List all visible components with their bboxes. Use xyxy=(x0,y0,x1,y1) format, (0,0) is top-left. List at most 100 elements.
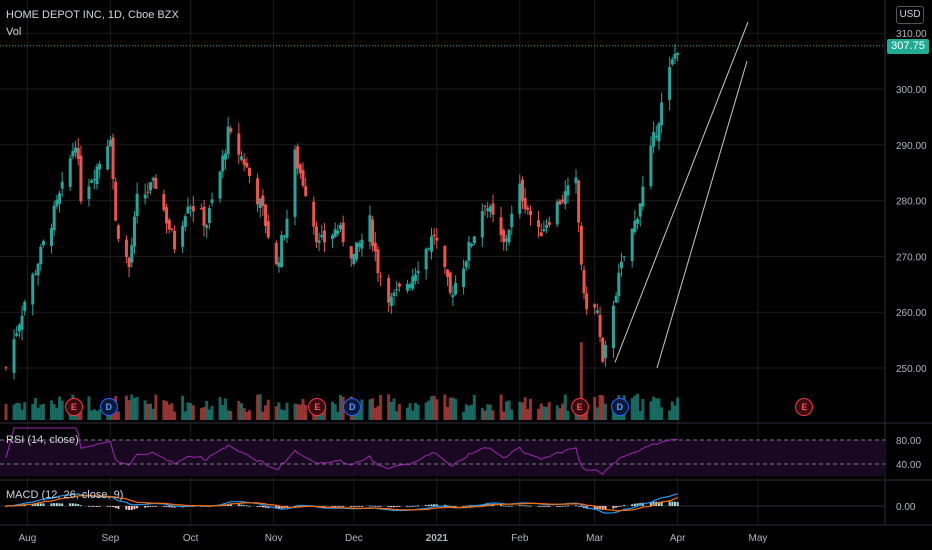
volume-bar xyxy=(518,401,522,420)
volume-bar xyxy=(41,403,45,420)
candle-body xyxy=(670,59,674,65)
earnings-marker[interactable]: E xyxy=(570,398,589,416)
macd-histogram-bar xyxy=(114,506,117,508)
candle-body xyxy=(454,282,458,295)
macd-label[interactable]: MACD (12, 26, close, 9) xyxy=(6,489,124,501)
candle-body xyxy=(256,178,260,205)
candle-body xyxy=(149,182,153,191)
volume-bar xyxy=(462,411,466,420)
macd-histogram-bar xyxy=(245,505,248,507)
earnings-marker[interactable]: E xyxy=(64,398,83,416)
candle-body xyxy=(237,133,241,155)
macd-histogram-bar xyxy=(98,506,101,507)
candle-body xyxy=(165,207,169,224)
dividend-marker[interactable]: D xyxy=(610,398,629,416)
dividend-marker[interactable]: D xyxy=(99,398,118,416)
volume-bar xyxy=(392,398,396,420)
volume-bar xyxy=(20,409,24,420)
macd-histogram-bar xyxy=(414,505,417,507)
volume-bar xyxy=(523,397,527,420)
macd-histogram-bar xyxy=(510,505,513,507)
volume-bar xyxy=(202,407,206,420)
volume-label: Vol xyxy=(6,26,22,38)
volume-bar xyxy=(483,410,487,420)
macd-histogram-bar xyxy=(430,504,433,506)
candle-body xyxy=(395,289,399,291)
candle-body xyxy=(277,262,281,267)
candle-body xyxy=(472,236,476,243)
candle-body xyxy=(480,210,484,238)
symbol-title[interactable]: HOME DEPOT INC, 1D, Cboe BZX xyxy=(6,9,179,21)
volume-bar xyxy=(189,403,193,420)
currency-button[interactable]: USD xyxy=(896,6,924,24)
candle-body xyxy=(221,155,225,172)
macd-histogram-bar xyxy=(417,505,420,507)
macd-histogram-bar xyxy=(39,503,42,506)
macd-histogram-bar xyxy=(529,505,532,507)
macd-histogram-bar xyxy=(240,504,243,506)
candle-body xyxy=(486,208,490,211)
channel-line-upper xyxy=(614,21,749,363)
macd-histogram-bar xyxy=(374,505,377,507)
candle-body xyxy=(293,149,297,217)
candle-body xyxy=(446,269,450,278)
earnings-marker[interactable]: E xyxy=(795,398,814,416)
volume-bar xyxy=(545,406,549,420)
volume-bar xyxy=(12,404,16,420)
volume-bar xyxy=(446,406,450,420)
macd-histogram-bar xyxy=(668,501,671,506)
macd-histogram-bar xyxy=(170,506,173,508)
macd-histogram-bar xyxy=(601,506,604,510)
candle-body xyxy=(502,230,506,243)
candle-body xyxy=(636,218,640,224)
candle-body xyxy=(603,345,607,359)
rsi-tick-label: 80.00 xyxy=(896,436,921,447)
macd-histogram-bar xyxy=(128,506,131,511)
volume-bar xyxy=(416,404,420,420)
volume-bar xyxy=(467,405,471,420)
candle-body xyxy=(339,225,342,230)
volume-bar xyxy=(181,395,185,420)
volume-bar xyxy=(633,395,637,420)
candle-body xyxy=(561,199,565,202)
candle-body xyxy=(558,200,562,205)
volume-bar xyxy=(491,410,495,420)
volume-bar xyxy=(116,411,120,420)
candle-body xyxy=(127,257,131,268)
volume-bar xyxy=(191,405,195,420)
candle-body xyxy=(649,145,653,187)
dividend-marker[interactable]: D xyxy=(343,398,362,416)
candle-body xyxy=(633,220,637,233)
volume-bar xyxy=(601,395,605,420)
macd-histogram-bar xyxy=(5,506,7,507)
volume-bar xyxy=(90,410,94,420)
candle-body xyxy=(491,203,495,215)
volume-bar xyxy=(261,411,265,420)
macd-histogram-bar xyxy=(612,506,615,509)
candle-body xyxy=(39,246,43,264)
candle-body xyxy=(20,316,24,330)
macd-histogram-bar xyxy=(339,506,342,507)
candle-body xyxy=(170,228,174,230)
volume-bar xyxy=(641,399,645,420)
candle-body xyxy=(264,204,268,227)
rsi-label[interactable]: RSI (14, close) xyxy=(6,434,79,446)
earnings-marker[interactable]: E xyxy=(308,398,327,416)
candle-body xyxy=(376,249,380,273)
volume-bar xyxy=(322,404,326,420)
candle-body xyxy=(130,245,134,263)
macd-histogram-bar xyxy=(674,501,676,506)
candle-body xyxy=(106,146,110,170)
candle-body xyxy=(333,229,337,237)
macd-tick-label: 0.00 xyxy=(896,502,916,513)
time-tick-label: Aug xyxy=(19,533,37,544)
volume-bar xyxy=(408,403,412,420)
volume-bar xyxy=(207,409,211,420)
candle-body xyxy=(462,268,466,288)
candle-body xyxy=(266,221,270,238)
macd-histogram-bar xyxy=(58,503,61,506)
volume-bar xyxy=(245,411,249,420)
volume-bar xyxy=(630,398,634,420)
time-tick-label: 2021 xyxy=(426,533,449,544)
